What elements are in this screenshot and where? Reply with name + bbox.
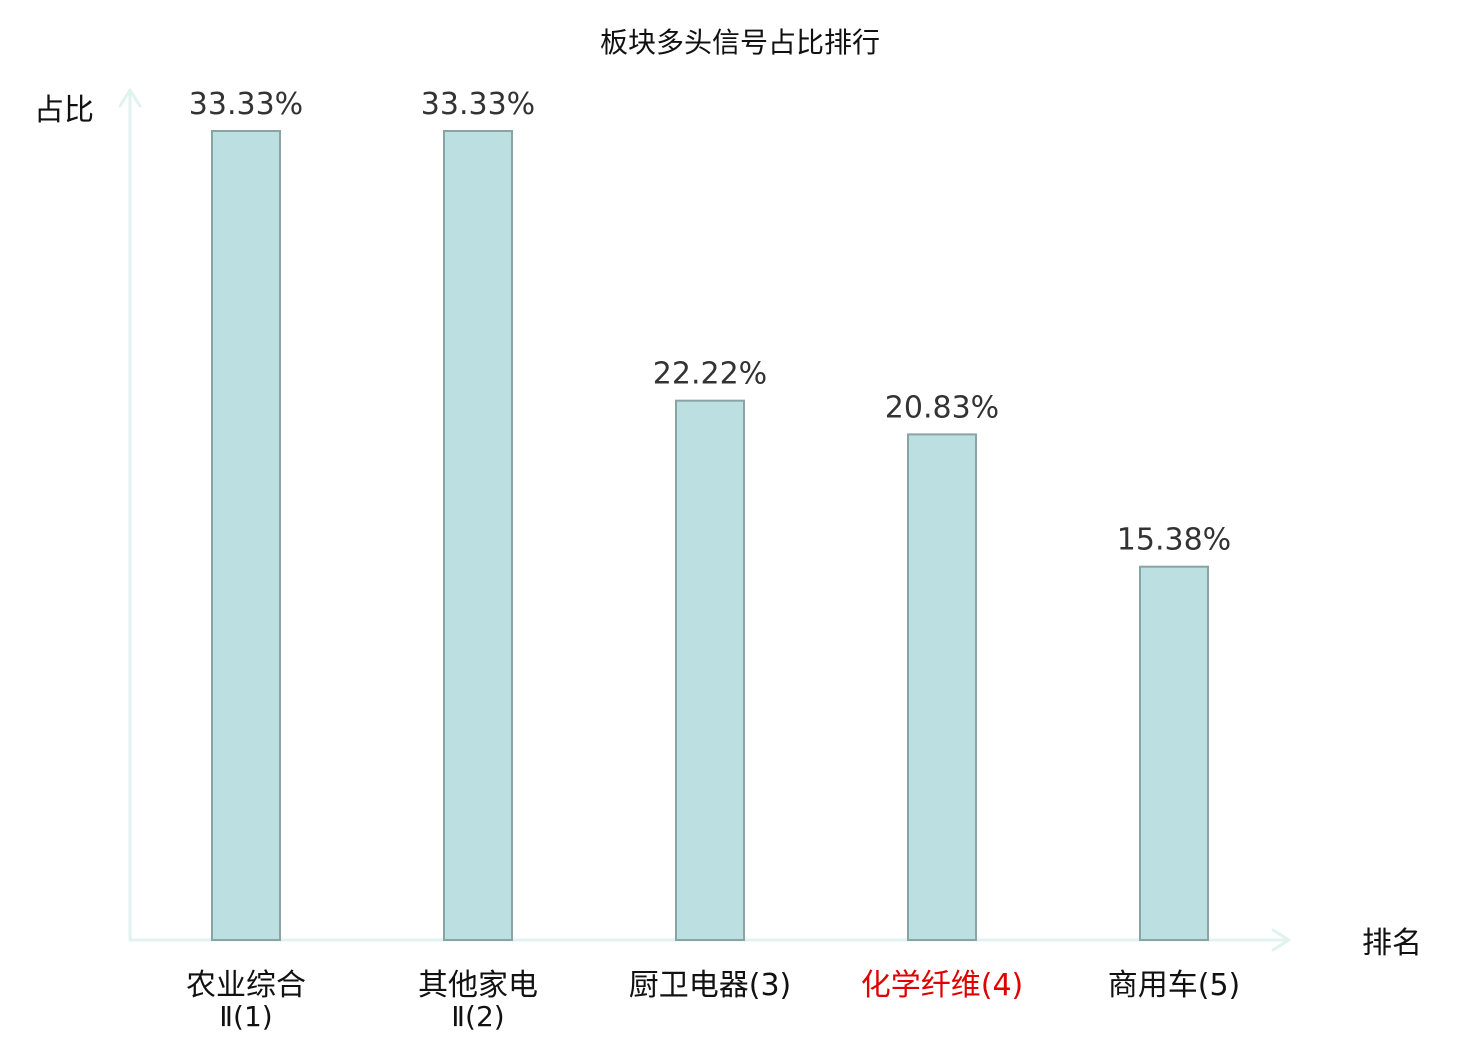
value-label-3: 22.22% [653, 357, 767, 392]
value-label-5: 15.38% [1117, 523, 1231, 558]
value-labels-group: 33.33% 33.33% 22.22% 20.83% 15.38% [189, 87, 1231, 558]
bar-5 [1139, 565, 1209, 941]
value-label-2: 33.33% [421, 87, 535, 122]
chart-title: 板块多头信号占比排行 [600, 26, 880, 59]
value-label-4: 20.83% [885, 390, 999, 425]
bar-4 [907, 433, 977, 941]
bars-group [211, 130, 1209, 941]
category-name-3: 厨卫电器 [629, 968, 749, 1003]
category-rank-5: (5) [1198, 968, 1241, 1003]
category-label-5: 商用车(5) [1108, 968, 1241, 1003]
bar-3 [675, 399, 745, 941]
bar-2 [443, 130, 513, 941]
category-name-2: 其他家电 [418, 968, 538, 1003]
y-axis-arrowhead [118, 88, 142, 108]
category-label-line2-2: Ⅱ(2) [451, 1000, 504, 1033]
category-label-line2-1: Ⅱ(1) [219, 1000, 272, 1033]
category-label-4: 化学纤维(4) [861, 968, 1024, 1003]
category-name-4: 化学纤维 [861, 968, 981, 1003]
bar-1 [211, 130, 281, 941]
x-axis-label: 排名 [1362, 926, 1422, 961]
category-label-3: 厨卫电器(3) [629, 968, 792, 1003]
category-name-1: 农业综合 [186, 968, 306, 1003]
category-name-5: 商用车 [1108, 968, 1198, 1003]
x-axis-arrowhead [1271, 928, 1291, 952]
y-axis-label: 占比 [34, 93, 94, 128]
value-label-1: 33.33% [189, 87, 303, 122]
category-rank-4: (4) [981, 968, 1024, 1003]
category-rank-3: (3) [749, 968, 792, 1003]
category-label-2: 其他家电 [418, 968, 538, 1003]
category-label-1: 农业综合 [186, 968, 306, 1003]
